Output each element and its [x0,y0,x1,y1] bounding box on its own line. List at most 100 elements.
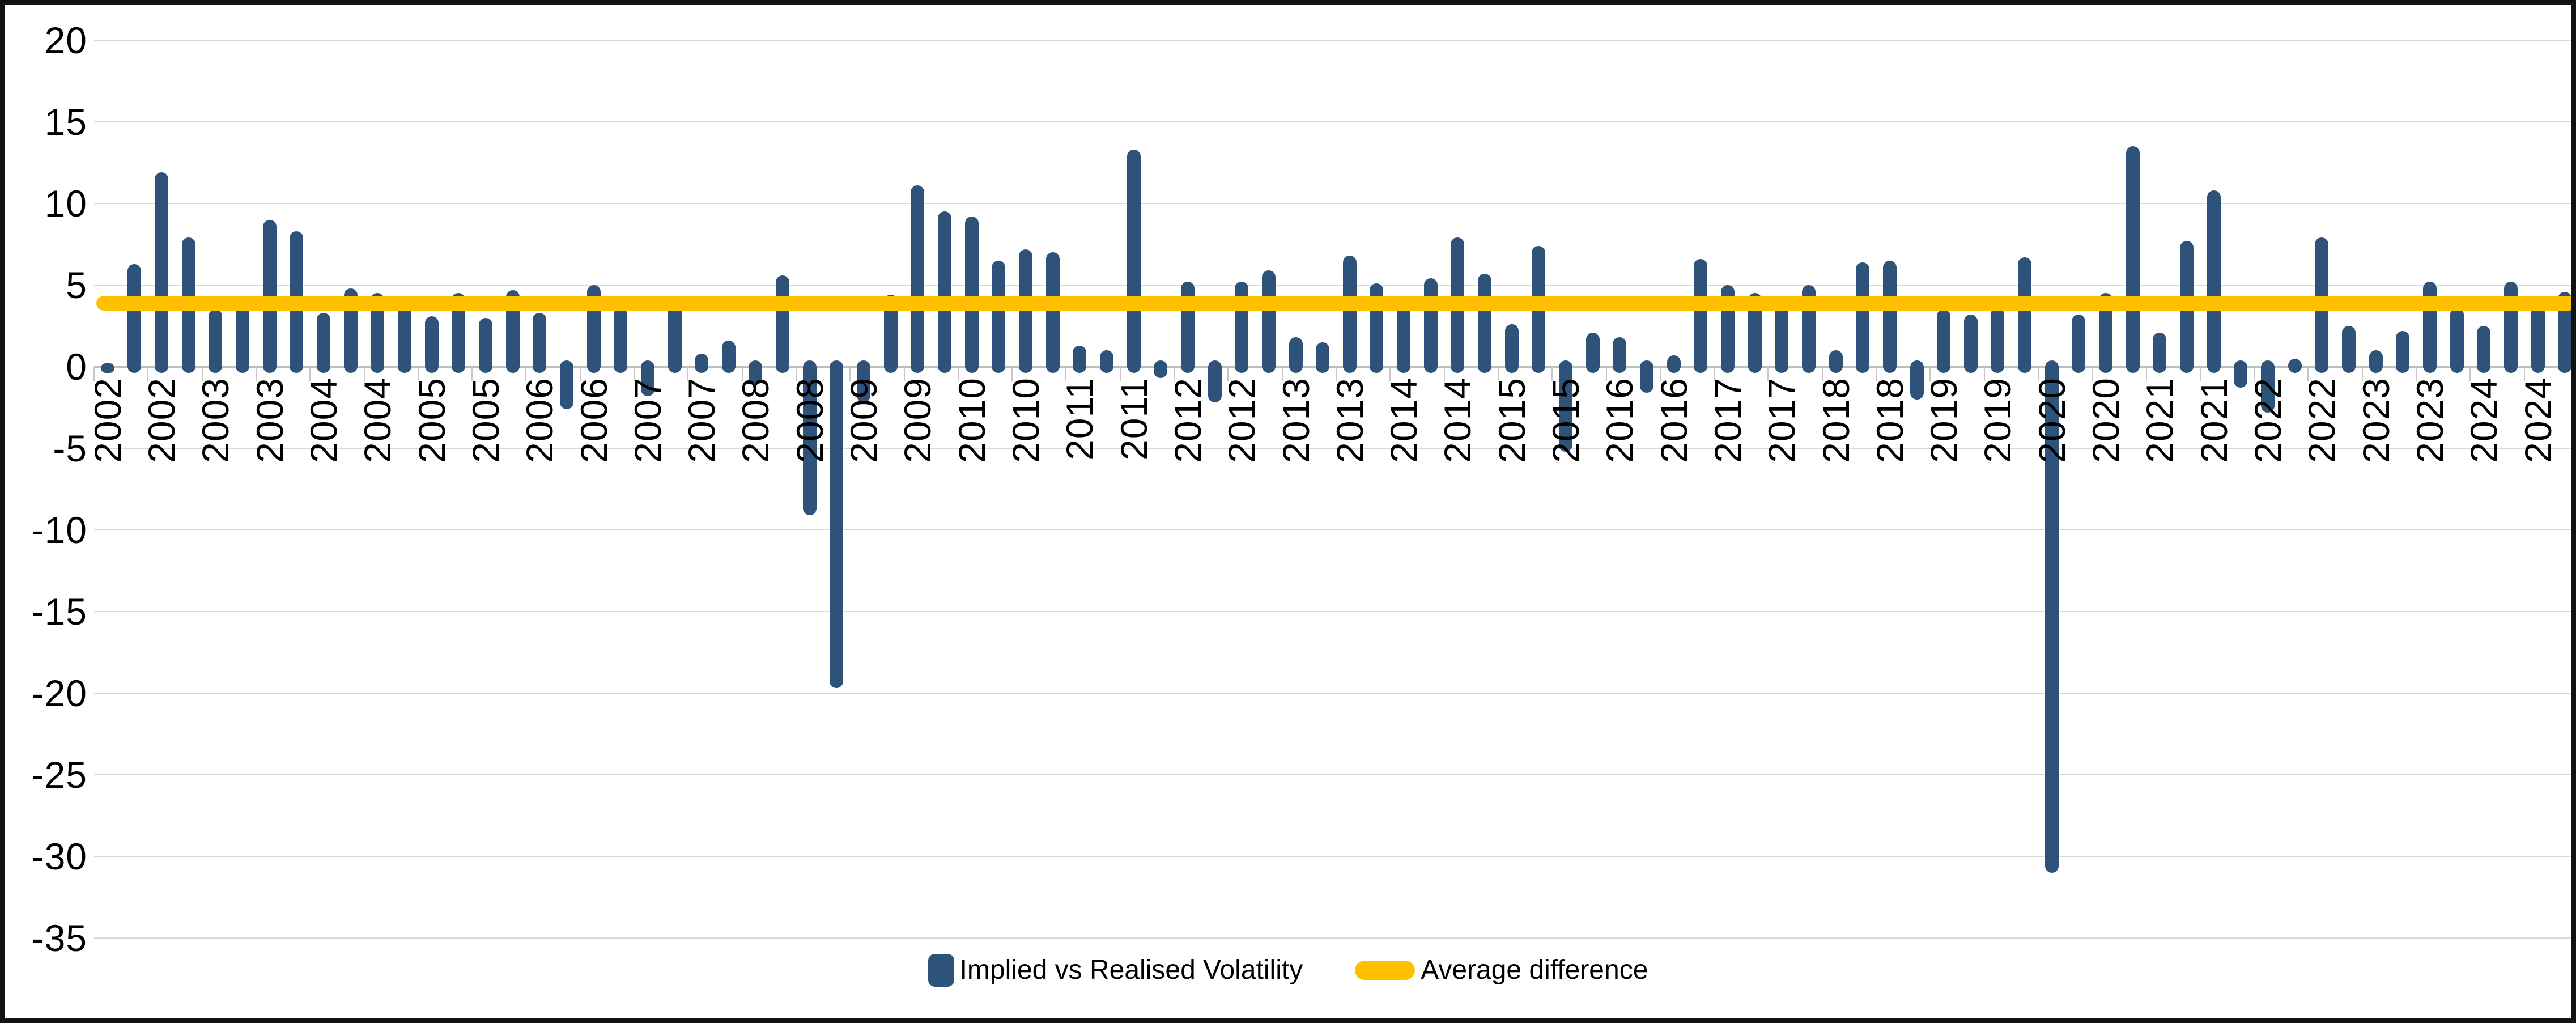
volatility-difference-bar [1099,350,1113,373]
y-axis-tick-label: -25 [31,754,87,796]
x-axis-tick [525,367,527,381]
volatility-difference-bar [1991,308,2005,373]
volatility-difference-bar [911,185,925,373]
x-axis-year-label-text: 2015 [1545,377,1587,463]
x-axis-year-label: 2012 [1219,377,1264,505]
x-axis-year-label-text: 2008 [734,377,777,463]
x-axis-year-label: 2008 [787,377,832,505]
x-axis-year-label: 2005 [409,377,454,505]
x-axis-year-label-text: 2004 [356,377,399,463]
legend-item-average-difference: Average difference [1355,956,1648,985]
volatility-difference-bar [614,308,628,373]
volatility-difference-bar [424,316,439,373]
x-axis-tick [255,367,257,381]
x-axis-tick [1011,367,1013,381]
x-axis-year-label: 2013 [1273,377,1319,505]
x-axis-year-label: 2005 [463,377,508,505]
x-axis-year-label-text: 2014 [1383,377,1425,463]
x-axis-year-label-text: 2010 [1005,377,1047,463]
volatility-difference-bar [776,275,790,373]
volatility-difference-bar [533,312,547,373]
volatility-difference-bar [1667,355,1681,373]
x-axis-year-label: 2003 [193,377,238,505]
x-axis-tick [2199,367,2201,381]
x-axis-year-label: 2010 [1003,377,1048,505]
x-axis-year-label-text: 2022 [2247,377,2289,463]
x-axis-year-label: 2022 [2245,377,2290,505]
x-axis-year-label: 2019 [1921,377,1966,505]
volatility-difference-bar [2207,190,2221,373]
gridline [94,203,2571,204]
x-axis-year-label: 2013 [1327,377,1372,505]
x-axis-year-label: 2022 [2299,377,2344,505]
volatility-difference-bar [1640,360,1653,393]
x-axis-year-label-text: 2007 [626,377,669,463]
volatility-difference-bar [2477,326,2491,373]
x-axis-year-label-text: 2005 [410,377,453,463]
volatility-difference-bar [1856,262,1870,373]
gridline [94,774,2571,775]
volatility-difference-bar [1342,256,1357,373]
x-axis-tick [2145,367,2147,381]
x-axis-year-label: 2024 [2515,377,2561,505]
x-axis-tick [2254,367,2255,381]
x-axis-tick [1605,367,1607,381]
x-axis-year-label: 2002 [139,377,184,505]
x-axis-tick [1119,367,1121,381]
x-axis-tick [795,367,797,381]
x-axis-tick [2361,367,2363,381]
volatility-difference-bar [1289,337,1303,373]
volatility-difference-bar [2072,314,2086,373]
x-axis-year-label-text: 2010 [950,377,993,463]
volatility-difference-bar [802,360,817,516]
x-axis-year-label: 2006 [571,377,617,505]
x-axis-year-label: 2021 [2137,377,2182,505]
legend-label: Implied vs Realised Volatility [959,955,1303,985]
volatility-difference-bar [155,172,169,373]
volatility-difference-bar [1127,149,1141,373]
x-axis-year-label-text: 2006 [518,377,561,463]
x-axis-year-label: 2017 [1705,377,1750,505]
volatility-difference-bar [2396,330,2410,373]
volatility-difference-bar [1019,249,1032,373]
zero-axis-line [94,366,2571,368]
x-axis-year-label-text: 2020 [2030,377,2073,463]
x-axis-year-label-text: 2012 [1221,377,1263,463]
x-axis-tick [1821,367,1823,381]
x-axis-tick [1659,367,1661,381]
x-axis-tick [2092,367,2093,381]
average-line-swatch [1355,961,1415,980]
chart-legend: Implied vs Realised Volatility Average d… [5,948,2571,993]
volatility-difference-bar [2044,360,2059,873]
x-axis-year-label: 2020 [2029,377,2075,505]
x-axis-year-label: 2021 [2191,377,2237,505]
x-axis-tick [687,367,689,381]
volatility-difference-bar [2153,332,2167,373]
volatility-difference-bar [695,353,709,373]
x-axis-year-label-text: 2004 [303,377,345,463]
bar-series-swatch [928,954,954,987]
y-axis-tick-label: -30 [31,835,87,877]
y-axis-tick-label: -10 [31,509,87,551]
volatility-difference-bar [830,360,844,689]
volatility-difference-bar [1910,360,1924,400]
y-axis-tick-label: 15 [44,101,87,143]
y-axis-tick-label: 5 [66,264,87,306]
y-axis-tick-label: -20 [31,672,87,714]
x-axis-year-label-text: 2012 [1166,377,1209,463]
x-axis-year-label: 2008 [733,377,778,505]
x-axis-year-label-text: 2009 [843,377,885,463]
x-axis-year-label: 2023 [2353,377,2399,505]
x-axis-tick [201,367,203,381]
x-axis-tick [93,367,95,381]
x-axis-year-label-text: 2014 [1436,377,1479,463]
x-axis-year-label: 2012 [1165,377,1210,505]
y-axis-tick-label: -35 [31,917,87,959]
x-axis-tick [957,367,959,381]
x-axis-year-label: 2018 [1813,377,1859,505]
volatility-difference-bar [1585,332,1600,373]
x-axis-year-label: 2009 [895,377,940,505]
y-axis-tick-label: -5 [53,427,87,469]
volatility-difference-bar [1613,337,1627,373]
x-axis-year-label-text: 2013 [1328,377,1371,463]
